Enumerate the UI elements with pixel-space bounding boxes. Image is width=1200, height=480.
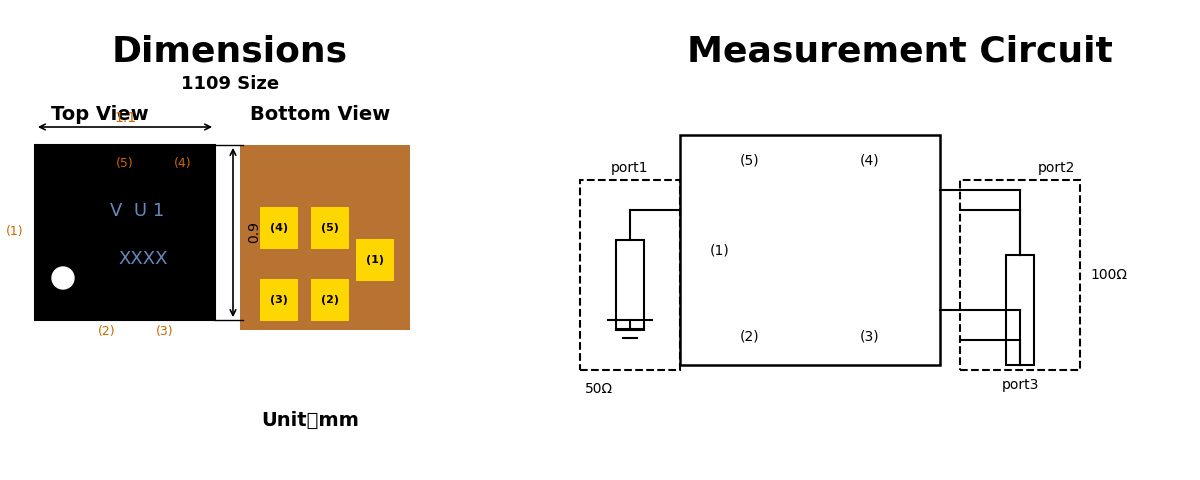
Text: 0.9: 0.9 [247, 221, 262, 243]
Text: port3: port3 [1001, 378, 1039, 392]
Text: Bottom View: Bottom View [250, 105, 390, 124]
Text: (4): (4) [270, 223, 288, 233]
Text: (3): (3) [270, 295, 288, 305]
Circle shape [52, 267, 74, 289]
Bar [680, 135, 940, 365]
Bar [35, 145, 215, 320]
Text: Top View: Top View [52, 105, 149, 124]
Text: (3): (3) [860, 329, 880, 343]
Bar [312, 279, 349, 322]
Text: (3): (3) [156, 325, 174, 338]
Bar [960, 180, 1080, 370]
Text: Dimensions: Dimensions [112, 35, 348, 69]
Bar [260, 279, 299, 322]
Text: (2): (2) [98, 325, 116, 338]
Text: 1.1: 1.1 [114, 111, 136, 125]
Text: (5): (5) [740, 154, 760, 168]
Text: (1): (1) [710, 243, 730, 257]
Text: 1109 Size: 1109 Size [181, 75, 280, 93]
Text: XXXX: XXXX [119, 250, 168, 268]
Text: port2: port2 [1038, 161, 1075, 175]
Bar [1006, 255, 1034, 365]
Text: (2): (2) [322, 295, 340, 305]
Text: (1): (1) [366, 255, 384, 264]
Text: 100Ω: 100Ω [1090, 268, 1127, 282]
Bar [616, 240, 644, 330]
Text: port1: port1 [611, 161, 649, 175]
Text: (5): (5) [322, 223, 340, 233]
Text: (4): (4) [174, 157, 192, 170]
Text: (1): (1) [6, 226, 24, 239]
Text: (2): (2) [740, 329, 760, 343]
Bar [580, 180, 680, 370]
Text: (5): (5) [116, 157, 134, 170]
Bar [312, 207, 349, 249]
Text: Unit：mm: Unit：mm [262, 410, 359, 430]
Bar [355, 239, 394, 281]
Bar [260, 207, 299, 249]
Bar [240, 145, 410, 330]
Text: V  U 1: V U 1 [110, 203, 164, 220]
Text: Measurement Circuit: Measurement Circuit [688, 35, 1112, 69]
Text: (4): (4) [860, 154, 880, 168]
Text: 50Ω: 50Ω [586, 382, 613, 396]
